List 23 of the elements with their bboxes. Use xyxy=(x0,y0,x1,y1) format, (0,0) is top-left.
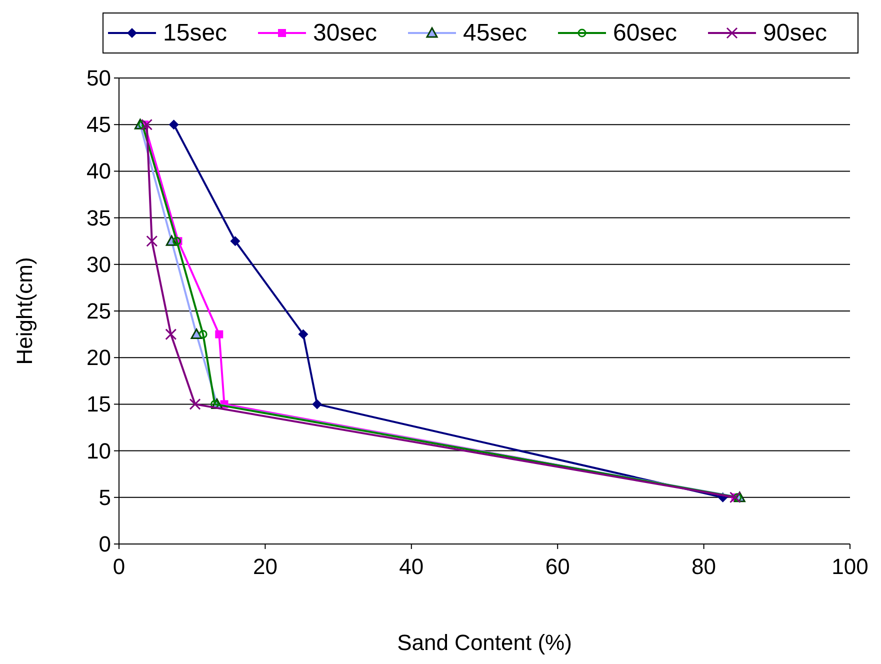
legend-label: 30sec xyxy=(313,20,378,46)
y-tick-label: 50 xyxy=(86,66,111,90)
y-tick-label: 30 xyxy=(86,252,111,277)
y-tick-label: 35 xyxy=(86,205,111,230)
x-tick-label: 20 xyxy=(252,554,278,579)
x-tick-label: 80 xyxy=(692,554,716,579)
y-tick-label: 10 xyxy=(86,438,111,464)
x-tick-label: 60 xyxy=(545,554,570,579)
y-tick-label: 15 xyxy=(86,392,111,417)
legend-label: 90sec xyxy=(763,20,828,46)
legend-label: 45sec xyxy=(463,20,528,46)
y-tick-label: 25 xyxy=(86,298,111,324)
x-tick-label: 40 xyxy=(399,554,424,579)
x-tick-label: 100 xyxy=(832,554,868,579)
y-tick-label: 20 xyxy=(86,345,111,370)
x-axis-title: Sand Content (%) xyxy=(397,630,572,655)
y-tick-label: 5 xyxy=(98,484,111,510)
y-tick-label: 0 xyxy=(98,532,111,556)
y-tick-label: 45 xyxy=(86,112,111,138)
y-tick-label: 40 xyxy=(86,158,111,184)
legend-label: 60sec xyxy=(613,20,678,46)
legend-label: 15sec xyxy=(163,20,228,46)
y-axis-title: Height(cm) xyxy=(12,257,37,365)
